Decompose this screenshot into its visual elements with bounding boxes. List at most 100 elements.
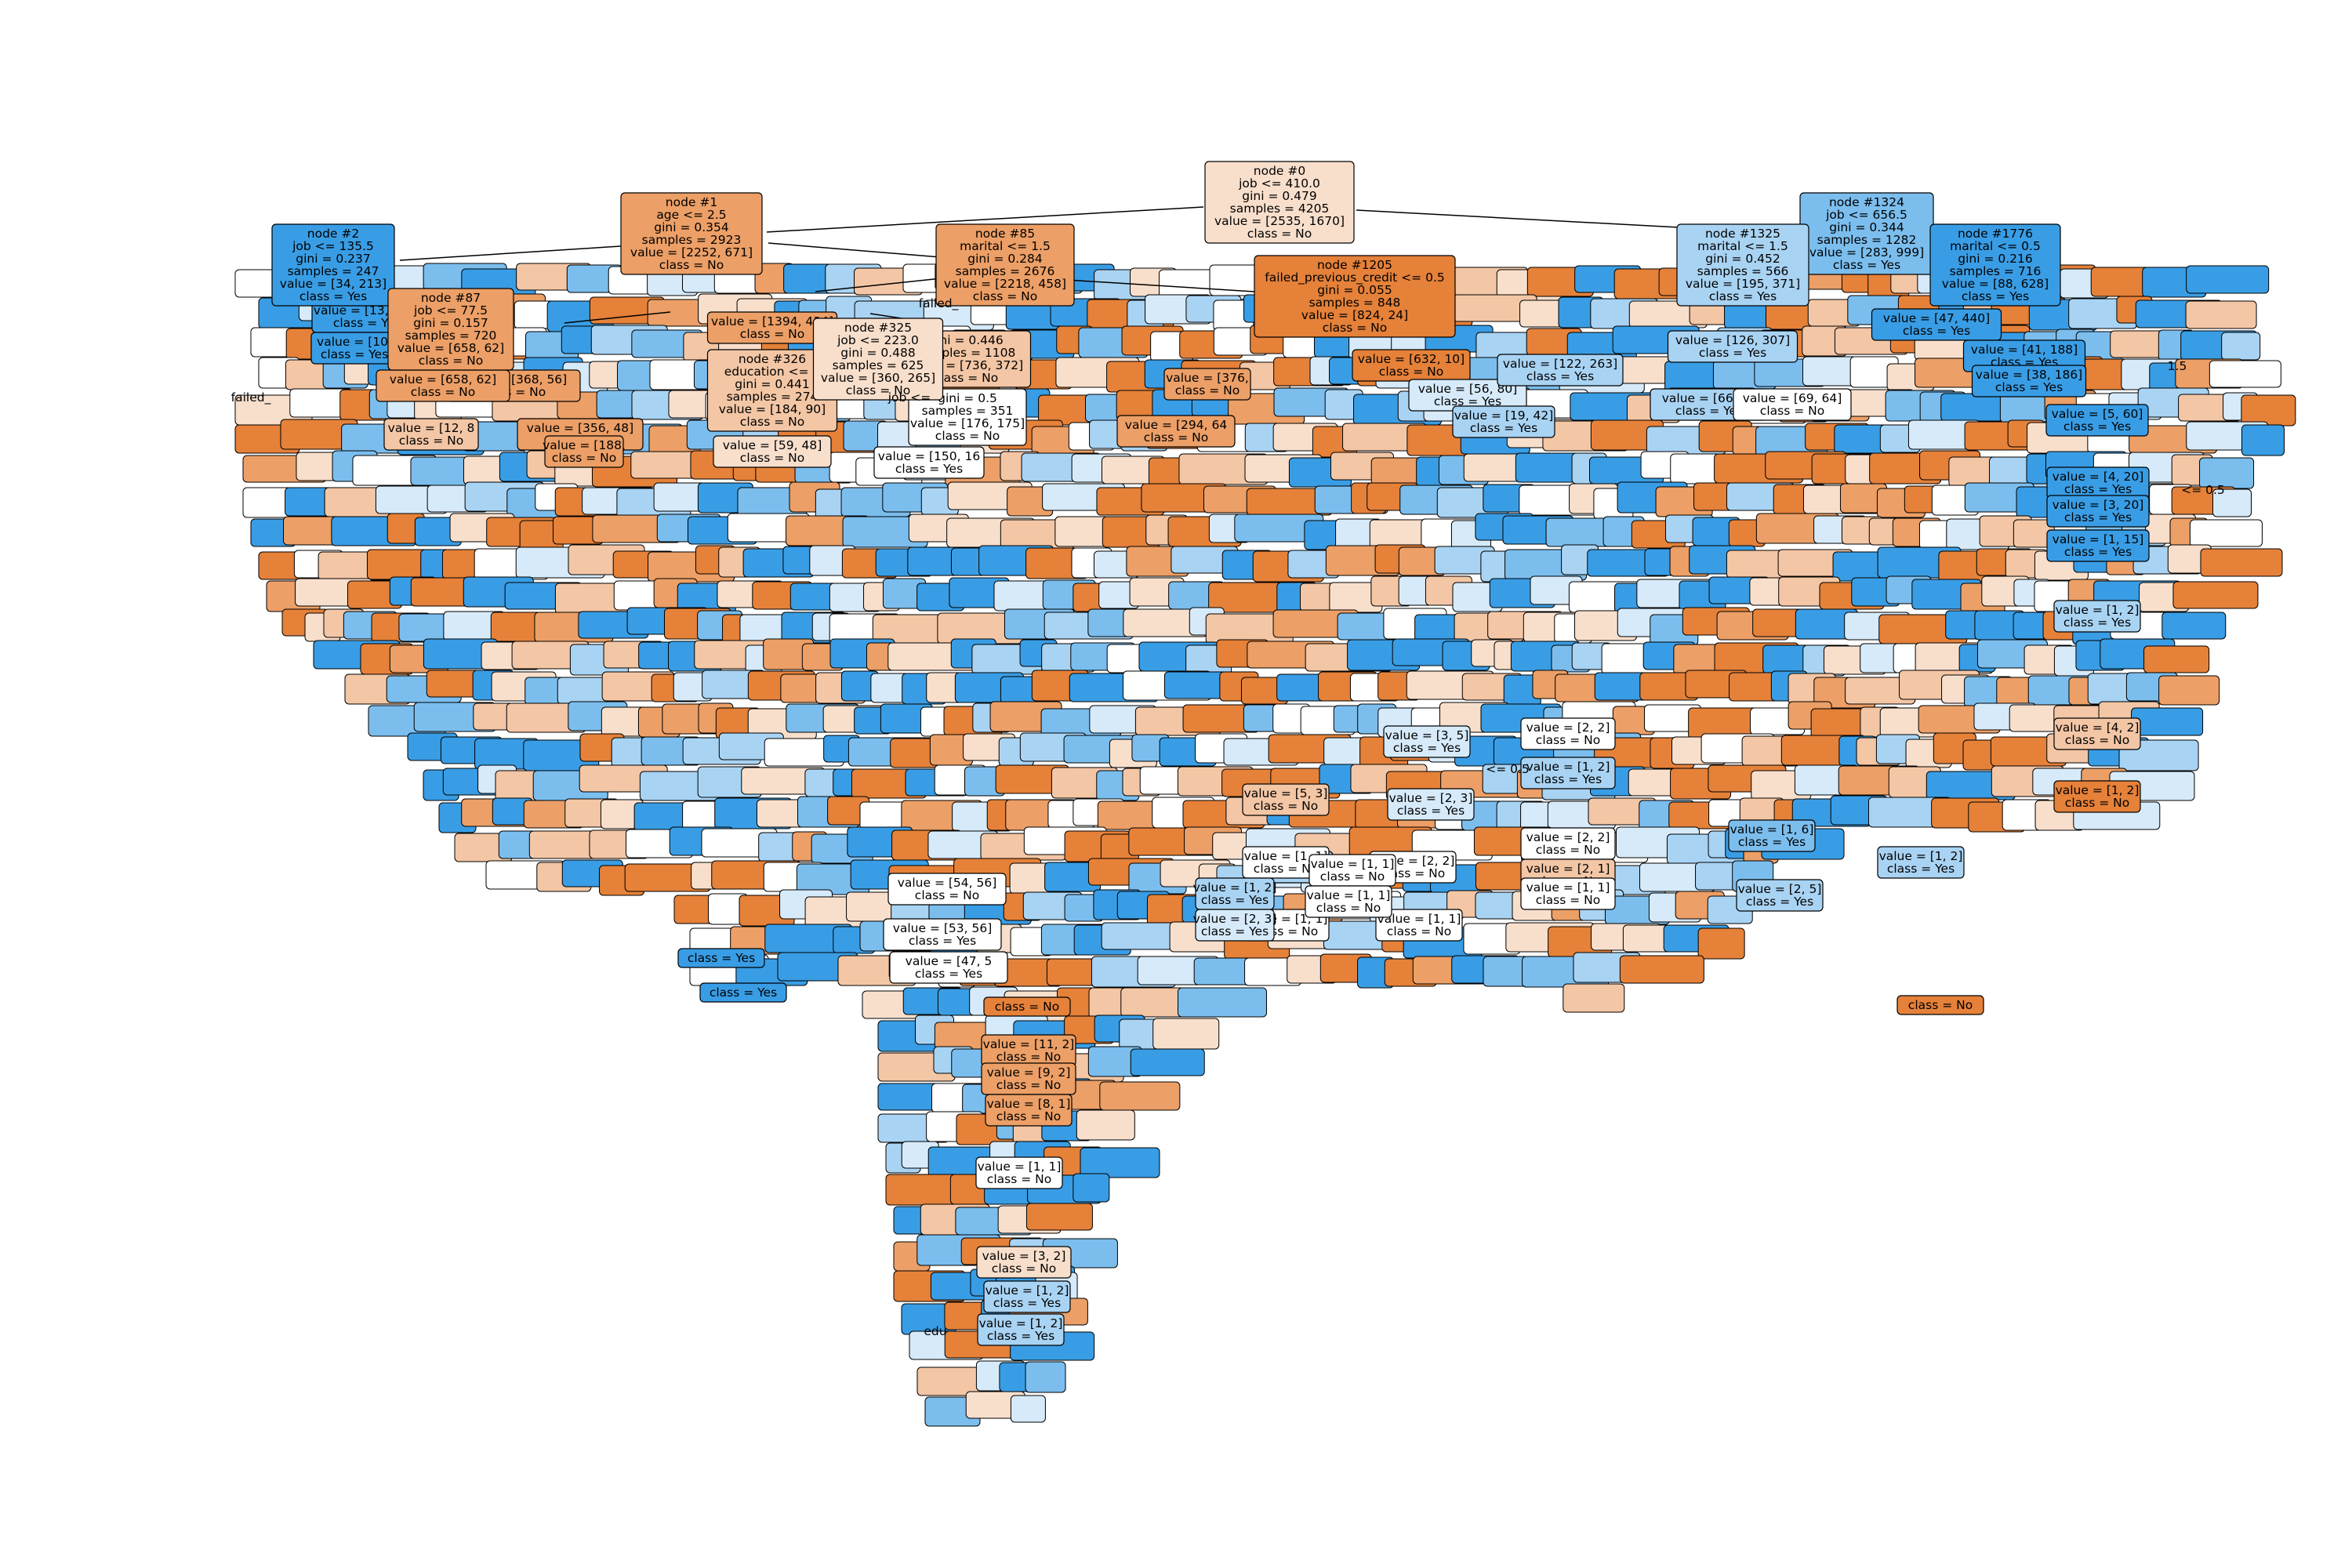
bg-node-5-48	[2241, 424, 2285, 456]
fragment-node-38-line-1: class = No	[1536, 893, 1600, 907]
stray-label-1: failed_	[231, 390, 271, 405]
fragment-node-8: value = [59, 48]class = No	[713, 435, 832, 468]
tree-node326-line-5: class = No	[740, 415, 804, 429]
bg-node-25-7	[1130, 1048, 1205, 1076]
fragment-node-45-box	[883, 918, 1002, 951]
fragment-node-6-line-1: class = No	[740, 327, 804, 341]
fragment-node-13-line-1: class = No	[1175, 383, 1240, 397]
fragment-node-43: value = [1, 2]class = Yes	[1877, 846, 1965, 879]
tree-node1324-line-0: node #1324	[1829, 195, 1904, 209]
fragment-node-30-line-1: class = No	[2065, 796, 2129, 810]
tree-node325-line-0: node #325	[844, 321, 912, 335]
fragment-node-38-box	[1520, 877, 1616, 910]
tree-node1324-line-5: class = Yes	[1833, 258, 1900, 272]
bg-node-1-51	[2185, 300, 2257, 329]
fragment-node-60-line-0: value = [1, 2]	[979, 1316, 1063, 1330]
tree-node85-line-5: class = No	[973, 289, 1037, 303]
fragment-node-11-line-1: class = Yes	[895, 462, 963, 476]
fragment-node-46-line-0: value = [47, 5	[906, 954, 993, 968]
fragment-node-7-box	[544, 435, 624, 468]
tree-node87-box	[387, 288, 514, 371]
tree-node1205-line-5: class = No	[1323, 321, 1387, 335]
fragment-node-30: value = [1, 2]class = No	[2053, 780, 2141, 813]
fragment-node-34-line-1: class = No	[1254, 799, 1318, 813]
bg-node-26-5	[1099, 1081, 1181, 1111]
fragment-node-24-line-1: class = Yes	[2063, 419, 2131, 434]
fragment-node-18-box	[1667, 330, 1798, 363]
fragment-node-53-box	[1375, 909, 1463, 942]
tree-node1-line-3: samples = 2923	[642, 233, 742, 247]
fragment-node-35-line-1: class = Yes	[1397, 804, 1465, 818]
fragment-node-27-box	[2046, 529, 2150, 562]
tree-node87-line-5: class = No	[419, 354, 483, 368]
fragment-node-62: class = Yes	[677, 948, 765, 968]
fragment-node-19-line-0: value = [66, 18	[1662, 391, 1757, 405]
tree-node326-line-0: node #326	[739, 352, 806, 366]
fragment-node-48-line-1: class = No	[996, 1078, 1061, 1092]
fragment-node-60: value = [1, 2]class = Yes	[977, 1313, 1065, 1346]
fragment-node-57-line-1: class = Yes	[1201, 924, 1269, 938]
fragment-node-61-box	[983, 996, 1071, 1017]
tree-node326-line-3: samples = 274	[727, 390, 818, 404]
fragment-node-14-line-1: class = No	[1379, 365, 1443, 379]
bg-node-8-51	[2189, 519, 2263, 547]
fragment-node-30-box	[2053, 780, 2141, 813]
fragment-node-35: value = [2, 3]class = Yes	[1387, 788, 1475, 821]
tree-node1205-line-4: value = [824, 24]	[1301, 308, 1408, 322]
fragment-node-56: value = [1, 2]class = Yes	[1193, 877, 1277, 910]
fragment-node-49: value = [8, 1]class = No	[985, 1094, 1073, 1127]
fragment-node-56-line-0: value = [1, 2]	[1193, 880, 1277, 895]
fragment-node-10-box	[908, 388, 1027, 446]
fragment-node-50-box	[976, 1246, 1072, 1279]
tree-node0-line-0: node #0	[1254, 164, 1305, 178]
fragment-node-24-line-0: value = [5, 60]	[2052, 407, 2143, 421]
fragment-node-13-box	[1163, 368, 1251, 401]
fragment-node-21: value = [47, 440]class = Yes	[1871, 308, 2002, 341]
fragment-node-11-box	[873, 446, 985, 479]
fragment-node-62-line-0: class = Yes	[688, 951, 755, 965]
tree-node1325-line-2: gini = 0.452	[1705, 252, 1780, 266]
bg-node-14-47	[2131, 707, 2204, 736]
fragment-node-29-line-0: value = [4, 2]	[2056, 720, 2140, 735]
fragment-node-37-line-0: value = [2, 1]	[1526, 862, 1610, 876]
fragment-node-38: value = [1, 1]class = No	[1520, 877, 1616, 910]
tree-node85-line-2: gini = 0.284	[967, 252, 1043, 266]
fragment-node-49-box	[985, 1094, 1073, 1127]
fragment-node-8-line-1: class = No	[740, 451, 804, 465]
fragment-node-51: value = [1, 2]class = Yes	[983, 1280, 1071, 1313]
tree-node1776-line-1: marital <= 0.5	[1950, 239, 2041, 253]
fragment-node-61: class = No	[983, 996, 1071, 1017]
fragment-node-38-line-0: value = [1, 1]	[1526, 880, 1610, 895]
fragment-node-28: value = [1, 2]class = Yes	[2053, 600, 2141, 633]
bg-node-24-8	[1152, 1018, 1220, 1050]
fragment-node-24-box	[2045, 404, 2149, 437]
tree-node1324-line-4: value = [283, 999]	[1809, 245, 1924, 260]
tree-node1325-box	[1676, 223, 1809, 307]
tree-node326-line-4: value = [184, 90]	[719, 402, 826, 416]
fragment-node-64-line-0: class = No	[1908, 998, 1973, 1012]
fragment-node-43-line-0: value = [1, 2]	[1879, 849, 1963, 863]
fragment-node-47-line-1: class = No	[996, 1050, 1061, 1064]
tree-node325-line-2: gini = 0.488	[840, 346, 916, 360]
fragment-node-5-line-1: class = No	[399, 434, 463, 448]
stray-label-5: edu	[924, 1324, 946, 1338]
tree-node1205-line-1: failed_previous_credit <= 0.5	[1265, 270, 1445, 285]
fragment-node-62-box	[677, 948, 765, 968]
tree-node87-line-2: gini = 0.157	[413, 316, 488, 330]
fragment-node-63: class = Yes	[699, 982, 787, 1003]
fragment-node-52-box	[975, 1156, 1063, 1189]
tree-node325-line-1: job <= 223.0	[837, 333, 919, 347]
fragment-node-26-line-0: value = [3, 20]	[2053, 498, 2144, 512]
fragment-node-58: value = [1, 1]class = No	[1308, 854, 1396, 887]
fragment-node-18-line-0: value = [126, 307]	[1675, 333, 1790, 347]
fragment-node-36-line-1: class = No	[1536, 843, 1600, 857]
fragment-node-41: value = [1, 6]class = Yes	[1728, 819, 1816, 852]
fragment-node-26: value = [3, 20]class = Yes	[2046, 495, 2150, 528]
tree-node1205-line-0: node #1205	[1317, 258, 1392, 272]
